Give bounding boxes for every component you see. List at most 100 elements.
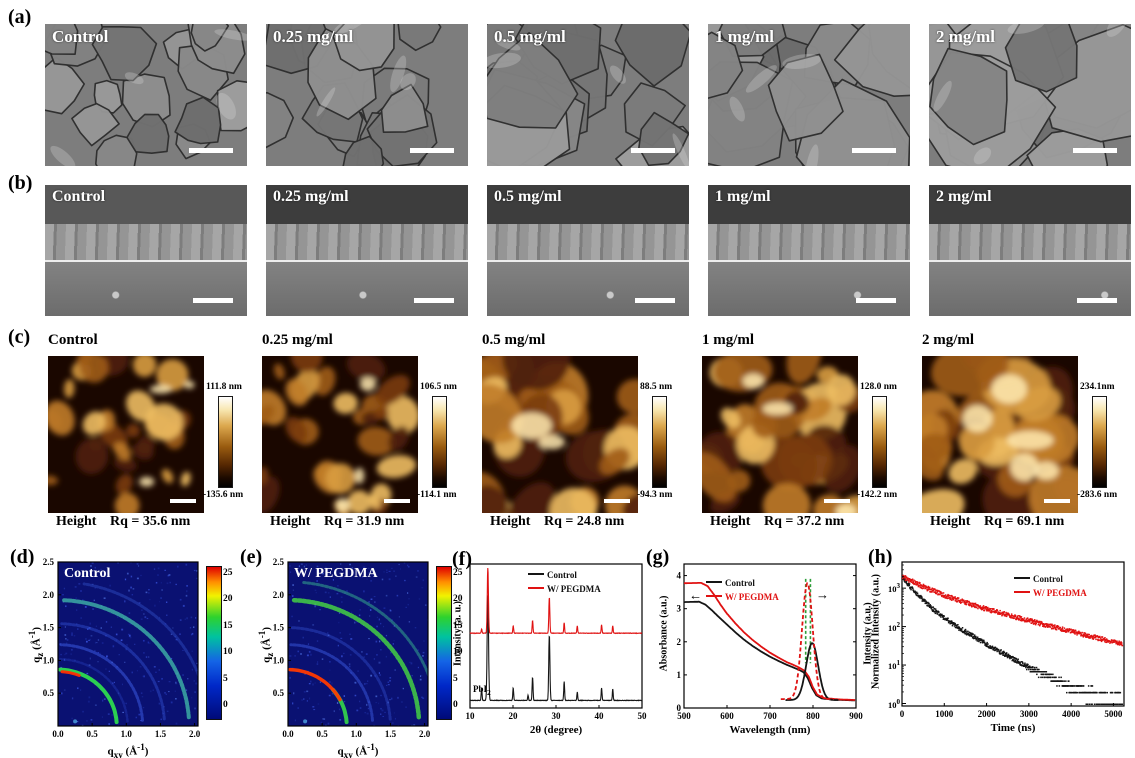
svg-text:500: 500 (677, 711, 691, 721)
sem-image-label: 0.25 mg/ml (273, 27, 354, 46)
afm-colorbar (432, 396, 447, 488)
y-tick-label: 101 (887, 659, 900, 671)
afm-title: Control (48, 332, 98, 348)
svg-text:800: 800 (806, 711, 820, 721)
svg-text:0.0: 0.0 (282, 729, 294, 739)
legend-label: W/ PEGDMA (1033, 588, 1087, 598)
svg-text:600: 600 (720, 711, 734, 721)
scale-bar (384, 499, 410, 503)
sem-crosssection-image: 2 mg/ml (929, 185, 1131, 316)
afm-height-map (262, 356, 418, 513)
afm-rq-value: Rq = 69.1 nm (984, 514, 1065, 529)
giwaxs-pegdma-panel: (e) 0.0 0.5 1.0 1.5 2.0 0.5 1.0 1.5 2.0 2.5 W/ PEG… (240, 546, 472, 758)
pbi2-annotation: PbI2 (473, 684, 491, 697)
scale-bar (604, 499, 630, 503)
colorbar-tick-label: 20 (453, 594, 463, 605)
x-axis-label: qxy (Å-1) (337, 742, 379, 758)
svg-text:2.5: 2.5 (43, 557, 55, 567)
scale-bar (170, 499, 196, 503)
y-axis-label: qz (Å-1) (27, 626, 45, 663)
afm-image (702, 356, 858, 513)
sem-crosssection-image: 1 mg/ml (708, 185, 910, 316)
colorbar-tick-label: 5 (453, 673, 458, 684)
sem-image-label: 2 mg/ml (936, 27, 996, 46)
colorbar (436, 566, 452, 720)
svg-text:20: 20 (509, 711, 519, 721)
scale-bar (631, 148, 675, 153)
afm-height-map (702, 356, 858, 513)
legend-entry: Control (706, 578, 755, 588)
colorbar-tick-label: 0 (453, 700, 458, 710)
giwaxs-plot: 0.0 0.5 1.0 1.5 2.0 0.5 1.0 1.5 2.0 2.5 (273, 557, 431, 739)
sem-grain-texture (487, 24, 689, 166)
afm-colorbar (872, 396, 887, 488)
sem-topview-image: 0.5 mg/ml (487, 24, 689, 166)
sem-image-label: Control (52, 188, 106, 205)
afm-height-label: Height (710, 514, 751, 529)
scale-bar (410, 148, 454, 153)
svg-text:2.0: 2.0 (189, 729, 201, 739)
afm-image (262, 356, 418, 513)
colorbar-tick-label: 25 (453, 568, 463, 578)
y-axis-label: Intensity (a. u.) (452, 601, 464, 667)
svg-text:0: 0 (900, 709, 905, 719)
y-axis-label: qz (Å-1) (257, 626, 275, 663)
afm-colorbar-min: -114.1 nm (417, 490, 457, 500)
colorbar (206, 566, 222, 720)
scale-bar (856, 298, 896, 303)
svg-text:1.5: 1.5 (43, 623, 55, 633)
svg-text:50: 50 (638, 711, 648, 721)
y-tick-label: 100 (887, 697, 900, 710)
svg-text:4000: 4000 (1062, 709, 1081, 719)
right-axis-arrow: → (816, 587, 829, 602)
scale-bar (1073, 148, 1117, 153)
svg-text:3000: 3000 (1020, 709, 1039, 719)
trpl-plot: 0 1000 2000 3000 4000 5000 (900, 561, 1125, 719)
sem-image-label: 0.25 mg/ml (273, 188, 349, 205)
svg-text:0.5: 0.5 (317, 729, 329, 739)
svg-text:1.0: 1.0 (121, 729, 133, 739)
svg-text:700: 700 (763, 711, 777, 721)
sem-image-label: 1 mg/ml (715, 27, 775, 46)
sem-grain-texture (266, 24, 468, 166)
colorbar-tick-label: 10 (223, 647, 233, 658)
afm-height-map (922, 356, 1078, 513)
x-axis-label: 2θ (degree) (529, 724, 583, 736)
afm-colorbar-max: 111.8 nm (206, 382, 242, 392)
giwaxs-sample-title: W/ PEGDMA (294, 566, 378, 581)
colorbar-tick-label: 15 (453, 620, 463, 631)
legend-line (528, 587, 544, 589)
svg-text:1: 1 (677, 670, 682, 680)
legend-entry: W/ PEGDMA (706, 592, 779, 602)
y-axis-label: Normalized Intensity (a.u.) (870, 574, 882, 689)
afm-title: 0.5 mg/ml (482, 332, 546, 348)
scale-bar (824, 499, 850, 503)
y-tick-label: 103 (887, 582, 900, 594)
svg-text:1.5: 1.5 (385, 729, 397, 739)
afm-image (922, 356, 1078, 513)
y-axis-label: Absorbance (a.u.) (658, 595, 670, 672)
afm-colorbar-min: -135.6 nm (203, 490, 244, 500)
afm-colorbar (652, 396, 667, 488)
afm-height-map (482, 356, 638, 513)
svg-text:2000: 2000 (978, 709, 997, 719)
sem-image-label: 2 mg/ml (936, 188, 992, 205)
svg-text:30: 30 (552, 711, 562, 721)
afm-colorbar (218, 396, 233, 488)
sem-image-label: 0.5 mg/ml (494, 188, 562, 205)
afm-row: Control 111.8 nm -135.6 nm Height Rq = 35.6 … (0, 328, 1135, 543)
legend-label: Control (547, 570, 577, 580)
scale-bar (1077, 298, 1117, 303)
svg-text:4: 4 (677, 571, 682, 581)
afm-rq-value: Rq = 31.9 nm (324, 514, 405, 529)
legend-entry: Control (1014, 574, 1063, 584)
colorbar-tick-label: 15 (223, 620, 233, 631)
panel-c-label: (c) (8, 326, 31, 348)
scale-bar (414, 298, 454, 303)
afm-title: 0.25 mg/ml (262, 332, 333, 348)
afm-colorbar-max: 128.0 nm (860, 382, 897, 392)
sem-crosssection-row: Control 0.25 mg/ml 0.5 mg/ml 1 mg/ml 2 mg/ml (0, 172, 1135, 328)
sem-image-label: Control (52, 27, 109, 46)
afm-colorbar-max: 88.5 nm (640, 382, 673, 392)
